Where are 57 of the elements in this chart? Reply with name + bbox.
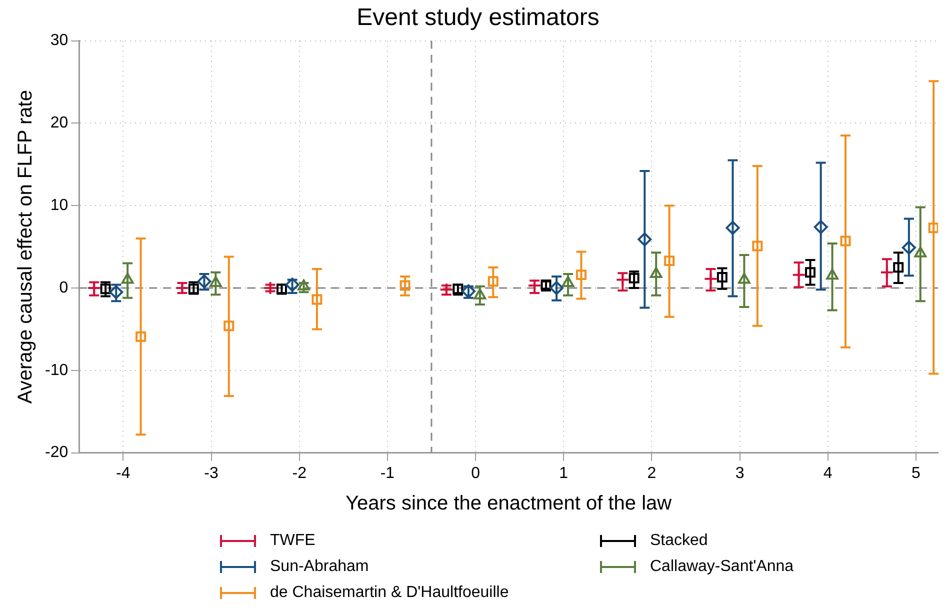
point: [840, 236, 851, 246]
point: [263, 281, 278, 295]
point: [752, 240, 763, 252]
legend-label: TWFE: [270, 532, 316, 550]
point: [400, 280, 410, 291]
point: [893, 262, 904, 273]
x-tick-label: 2: [647, 464, 656, 482]
x-tick-label: -3: [204, 464, 218, 482]
x-tick-label: -4: [116, 464, 130, 482]
point: [902, 240, 916, 255]
point: [488, 276, 498, 287]
x-axis-title: Years since the enactment of the law: [346, 492, 672, 515]
point: [738, 272, 750, 284]
x-tick-label: 1: [559, 464, 568, 482]
y-tick-label: -10: [45, 362, 68, 379]
point: [928, 222, 938, 234]
x-tick-label: 5: [912, 464, 921, 482]
point: [638, 232, 652, 246]
legend-label: Callaway-Sant'Anna: [650, 558, 794, 576]
y-tick-label: 30: [50, 32, 68, 50]
chart-title: Event study estimators: [356, 4, 600, 32]
x-tick-label: 3: [735, 464, 744, 482]
point: [562, 276, 574, 288]
y-tick-label: -20: [45, 444, 68, 462]
point: [298, 279, 310, 290]
point: [312, 294, 322, 305]
point: [188, 284, 199, 294]
point: [550, 281, 564, 295]
point: [792, 268, 806, 282]
point: [576, 270, 586, 280]
legend-label: de Chaisemartin & D'Haultfoeuille: [270, 584, 509, 602]
point: [704, 272, 718, 286]
point: [664, 256, 675, 266]
legend-label: Sun-Abraham: [270, 558, 369, 576]
point: [726, 220, 740, 235]
point: [814, 220, 828, 234]
x-tick-label: -1: [380, 464, 395, 482]
point: [826, 268, 838, 280]
x-tick-label: 0: [471, 464, 480, 482]
point: [616, 272, 630, 287]
point: [880, 265, 894, 280]
legend-label: Stacked: [650, 532, 708, 550]
point: [209, 276, 222, 288]
point: [628, 272, 640, 284]
point: [474, 288, 486, 300]
y-axis-title: Average causal effect on FLFP rate: [14, 90, 37, 404]
y-tick-label: 10: [50, 197, 68, 214]
y-tick-label: 0: [59, 279, 68, 296]
y-tick-label: 20: [50, 114, 68, 132]
x-tick-label: -2: [292, 464, 307, 482]
point: [716, 272, 728, 283]
point: [109, 285, 124, 300]
x-tick-label: 4: [823, 464, 832, 482]
point: [805, 267, 816, 278]
point: [136, 331, 146, 342]
point: [224, 320, 234, 332]
point: [121, 272, 134, 284]
